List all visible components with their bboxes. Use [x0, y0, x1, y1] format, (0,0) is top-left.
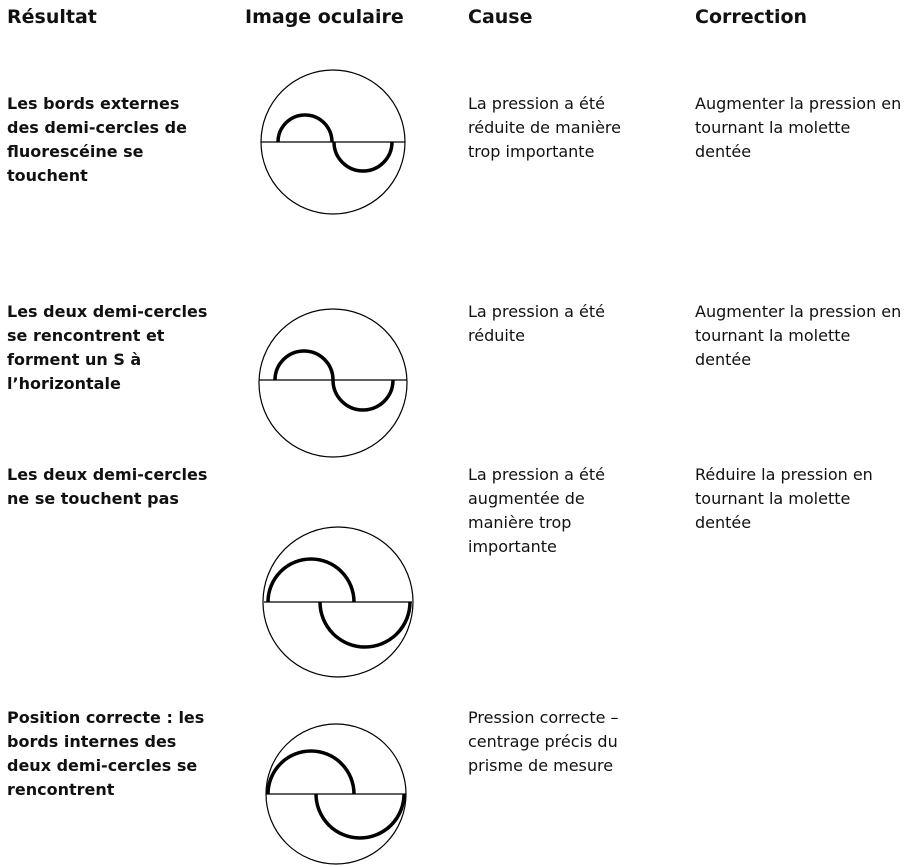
cause-text: La pression a été augmentée de manière t…	[468, 465, 606, 556]
eyepiece-image	[265, 723, 407, 865]
result-text: Position correcte : les bords internes d…	[7, 708, 205, 799]
column-header: Cause	[468, 6, 533, 28]
result-text: Les deux demi-cercles se rencontrent et …	[7, 302, 208, 393]
eyepiece-image	[260, 69, 406, 215]
result-text: Les deux demi-cercles ne se touchent pas	[7, 465, 208, 508]
eyepiece-image	[262, 526, 414, 678]
correction-text: Augmenter la pression en tournant la mol…	[695, 94, 902, 161]
correction-text: Augmenter la pression en tournant la mol…	[695, 302, 902, 369]
column-header: Résultat	[7, 6, 97, 28]
cause-text: Pression correcte – centrage précis du p…	[468, 708, 619, 775]
column-header: Correction	[695, 6, 808, 28]
cause-text: La pression a été réduite de manière tro…	[468, 94, 621, 161]
cause-text: La pression a été réduite	[468, 302, 606, 345]
column-header: Image oculaire	[245, 6, 404, 28]
eyepiece-image	[258, 308, 408, 458]
result-text: Les bords externes des demi-cercles de f…	[7, 94, 187, 185]
correction-text: Réduire la pression en tournant la molet…	[695, 465, 873, 532]
